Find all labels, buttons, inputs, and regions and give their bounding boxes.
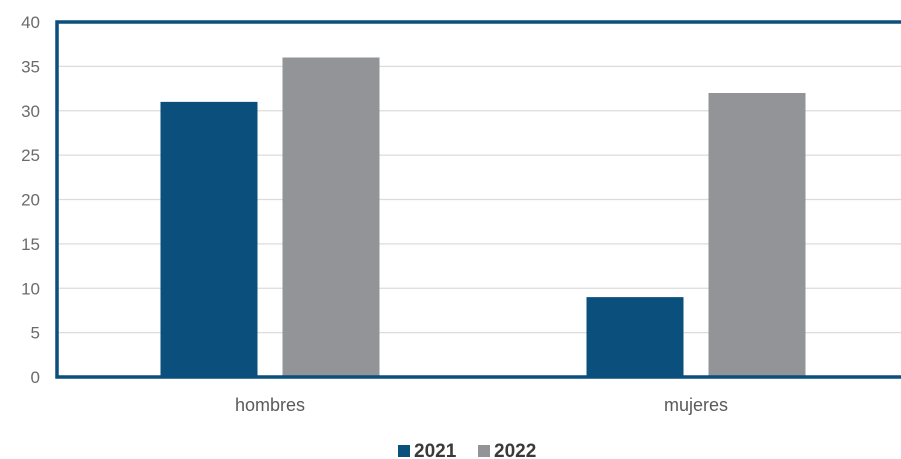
bars-layer [160,57,806,377]
bar-mujeres-2022 [708,93,806,377]
y-tick-label: 5 [31,324,40,343]
legend-swatch-2022 [478,445,490,457]
y-tick-label: 35 [21,57,40,76]
legend-label: 2022 [494,441,536,459]
legend-label: 2021 [414,441,457,459]
y-tick-label: 20 [21,191,40,210]
y-tick-label: 30 [21,102,40,121]
legend: 2021 2022 [398,441,536,459]
y-tick-label: 15 [21,235,40,254]
plot-frame-layer [55,20,901,379]
y-tick-label: 25 [21,146,40,165]
y-axis: 0 5 10 15 20 25 30 35 40 [21,13,40,387]
plot-frame [55,20,901,379]
x-tick-label: mujeres [664,395,728,415]
x-axis: hombres mujeres [235,395,728,415]
bar-mujeres-2021 [586,297,684,377]
y-tick-label: 40 [21,13,40,32]
y-tick-label: 10 [21,279,40,298]
y-tick-label: 0 [31,368,40,387]
bar-hombres-2021 [160,101,258,377]
x-tick-label: hombres [235,395,305,415]
bar-hombres-2022 [282,57,380,377]
legend-swatch-2021 [398,445,410,457]
